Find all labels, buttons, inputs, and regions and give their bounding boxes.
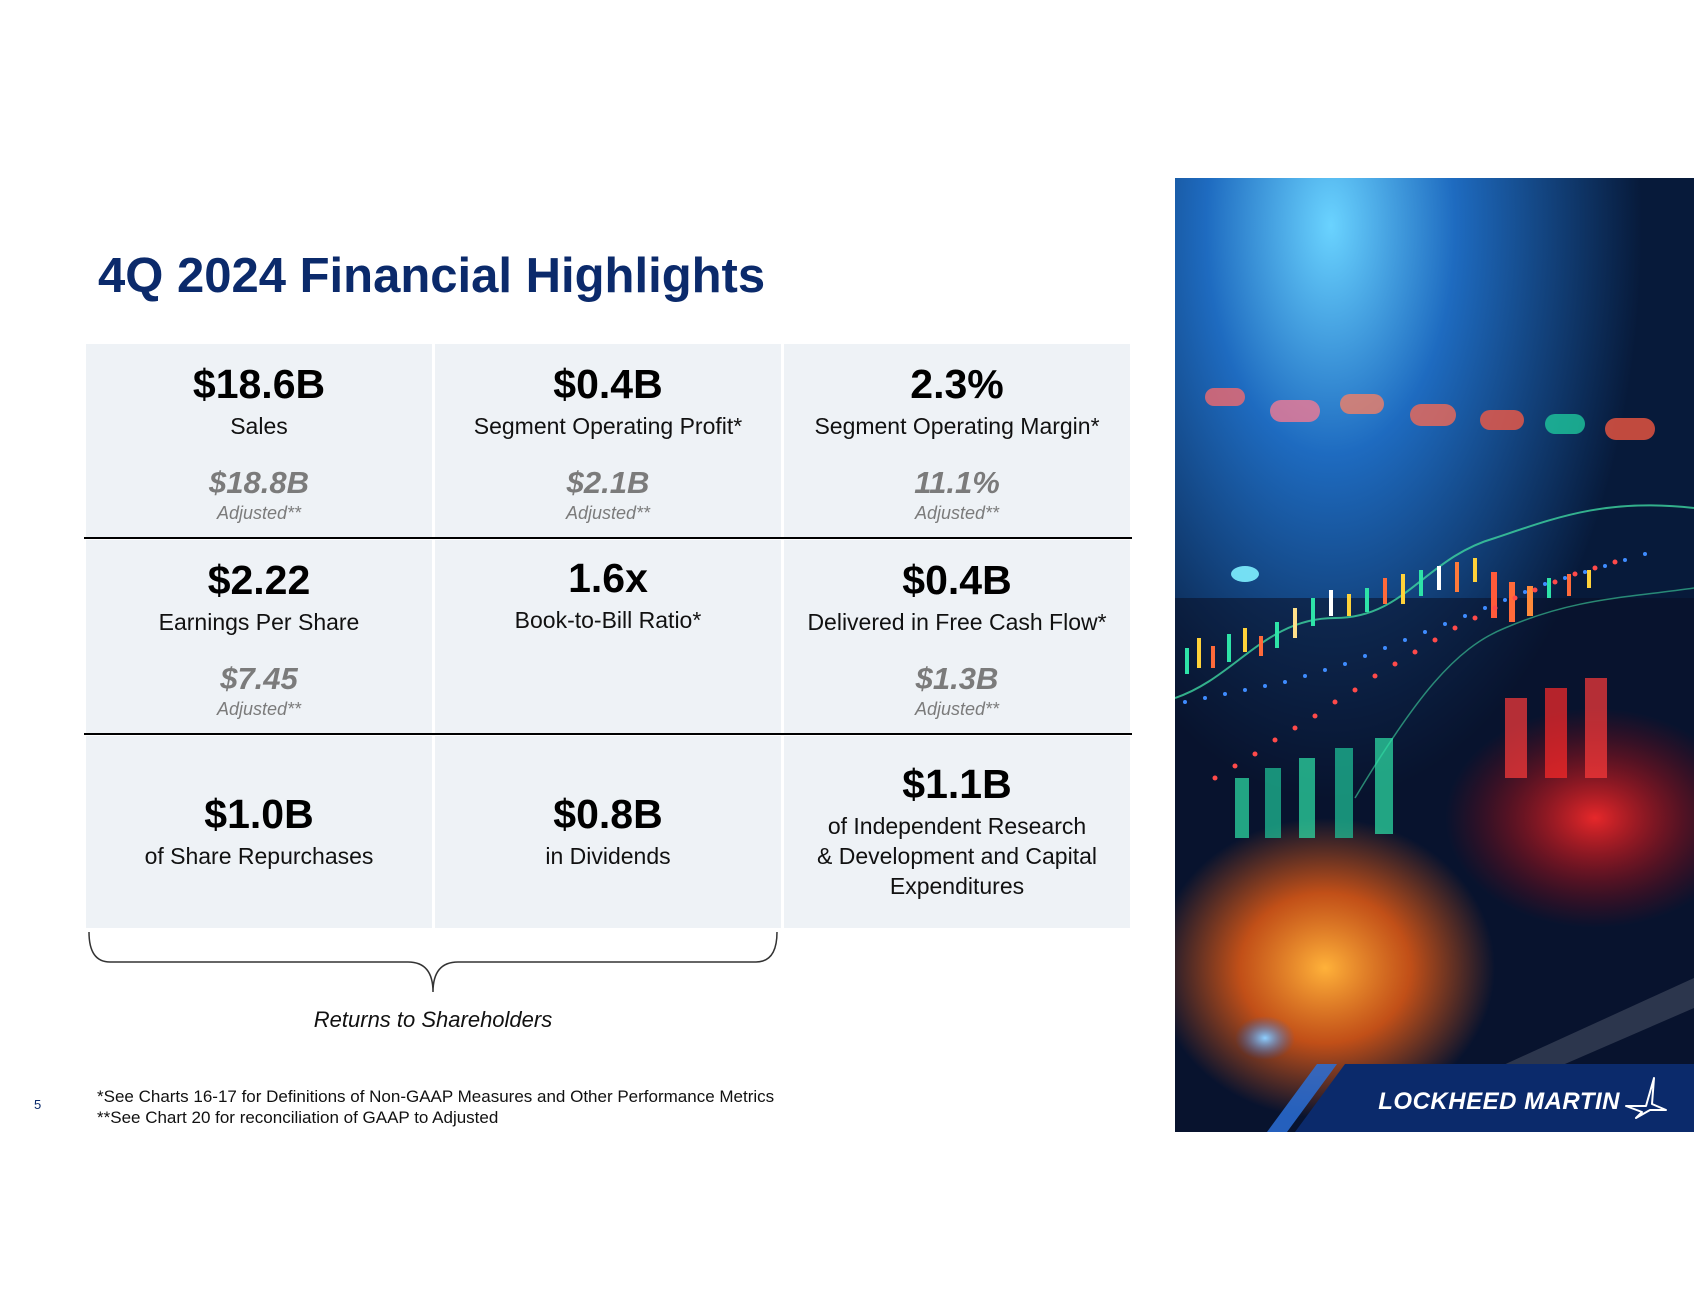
footnote: **See Chart 20 for reconciliation of GAA… xyxy=(97,1108,499,1127)
adjusted-value: 11.1% xyxy=(914,465,1000,500)
highlights-grid: $18.6B Sales $18.8B Adjusted** $0.4B Seg… xyxy=(84,344,1132,928)
metric-book-to-bill: 1.6x Book-to-Bill Ratio* xyxy=(435,540,781,733)
adjusted-label: Adjusted** xyxy=(914,699,1000,719)
adjusted-value: $2.1B xyxy=(566,465,650,500)
stock-chart-photo: LOCKHEED MARTIN xyxy=(1175,178,1694,1132)
brand-bar xyxy=(1267,1064,1694,1132)
metric-label: Segment Operating Profit* xyxy=(473,413,743,439)
adjusted-value: $1.3B xyxy=(915,661,999,696)
footnote: *See Charts 16-17 for Definitions of Non… xyxy=(97,1087,775,1106)
metric-value: $0.4B xyxy=(553,361,663,407)
adjusted-value: $7.45 xyxy=(220,661,298,696)
metric-share-repurchases: $1.0B of Share Repurchases xyxy=(86,736,432,928)
metric-label: Segment Operating Margin* xyxy=(814,413,1100,439)
metric-value: $18.6B xyxy=(192,361,326,407)
metric-value: $0.8B xyxy=(553,790,663,837)
adjusted-label: Adjusted** xyxy=(565,503,651,523)
metric-value: $1.0B xyxy=(204,790,314,837)
metric-segment-operating-margin: 2.3% Segment Operating Margin* 11.1% Adj… xyxy=(784,344,1130,537)
metric-value: 1.6x xyxy=(568,555,648,601)
adjusted-label: Adjusted** xyxy=(216,699,302,719)
adjusted-label: Adjusted** xyxy=(216,503,302,523)
metric-label: of Share Repurchases xyxy=(144,842,374,869)
metric-segment-operating-profit: $0.4B Segment Operating Profit* $2.1B Ad… xyxy=(435,344,781,537)
metric-ird-capex: $1.1B of Independent Research & Developm… xyxy=(784,736,1130,928)
metric-value: $2.22 xyxy=(207,557,311,603)
adjusted-value: $18.8B xyxy=(209,465,309,500)
metric-value: $0.4B xyxy=(902,557,1012,603)
brand-name: LOCKHEED MARTIN xyxy=(1378,1088,1620,1115)
returns-to-shareholders-label: Returns to Shareholders xyxy=(313,1007,553,1032)
slide-title: 4Q 2024 Financial Highlights xyxy=(98,249,766,303)
metric-label-line: of Independent Research xyxy=(827,812,1087,839)
adjusted-label: Adjusted** xyxy=(914,503,1000,523)
returns-brace-icon xyxy=(88,931,778,993)
metric-sales: $18.6B Sales $18.8B Adjusted** xyxy=(86,344,432,537)
metric-value: 2.3% xyxy=(910,361,1004,407)
row-divider xyxy=(84,733,1132,735)
star-logo-icon xyxy=(1625,1077,1667,1119)
metric-label-line: & Development and Capital xyxy=(817,842,1097,869)
metric-label: in Dividends xyxy=(545,842,671,869)
metric-label: Book-to-Bill Ratio* xyxy=(514,607,702,633)
metric-free-cash-flow: $0.4B Delivered in Free Cash Flow* $1.3B… xyxy=(784,540,1130,733)
metric-eps: $2.22 Earnings Per Share $7.45 Adjusted*… xyxy=(86,540,432,733)
footnotes: *See Charts 16-17 for Definitions of Non… xyxy=(97,1086,774,1128)
metric-label: Earnings Per Share xyxy=(158,609,360,635)
metric-value: $1.1B xyxy=(902,760,1012,807)
metric-label: of Independent Research & Development an… xyxy=(817,811,1097,901)
metric-label-line: Expenditures xyxy=(889,872,1025,899)
page-number: 5 xyxy=(34,1097,42,1112)
metric-label: Sales xyxy=(230,413,288,439)
metric-dividends: $0.8B in Dividends xyxy=(435,736,781,928)
row-divider xyxy=(84,537,1132,539)
metric-label: Delivered in Free Cash Flow* xyxy=(807,609,1107,635)
stock-chart-image xyxy=(1175,178,1694,1132)
